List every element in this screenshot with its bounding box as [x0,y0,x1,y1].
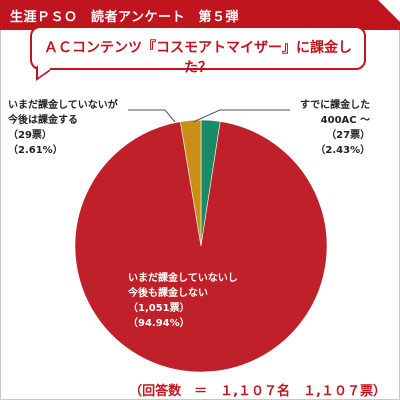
question-bubble: ＡＣコンテンツ『コスモアトマイザー』に課金した？ [30,26,366,76]
label-wont-pay-votes: （1,051票） [128,303,190,314]
pie-slices [74,119,328,373]
label-wont-pay-percent: （94.94%） [128,318,190,329]
survey-title: 生涯ＰＳＯ 読者アンケート 第５弾 [10,10,239,25]
label-will-pay: いまだ課金していないが 今後は課金する （29票） （2.61%） [8,98,118,158]
label-already-paid-percent: （2.43%） [315,145,371,156]
label-will-pay-line2: 今後は課金する [8,115,78,126]
leader-line-gold [164,109,176,123]
label-will-pay-line1: いまだ課金していないが [8,100,118,111]
label-already-paid-line2: 400AC ～ [320,115,371,126]
respondent-count: （回答数 ＝ １,１０７名 １,１０７票） [129,384,386,399]
leader-line-green [192,109,221,123]
label-wont-pay: いまだ課金していないし 今後も課金しない （1,051票） （94.94%） [128,271,238,331]
header-bar: 生涯ＰＳＯ 読者アンケート 第５弾 [0,0,400,30]
label-already-paid-line1: すでに課金した [300,100,371,111]
label-already-paid-votes: （27票） [326,130,371,141]
label-will-pay-votes: （29票） [8,130,52,141]
question-text: ＡＣコンテンツ『コスモアトマイザー』に課金した？ [44,40,352,76]
label-wont-pay-line2: 今後も課金しない [128,288,208,299]
pie-slice-2 [180,119,202,247]
label-wont-pay-line1: いまだ課金していないし [128,273,238,284]
label-will-pay-percent: （2.61%） [8,145,63,156]
pie-slice-1 [74,121,328,373]
label-already-paid: すでに課金した 400AC ～ （27票） （2.43%） [300,98,370,158]
